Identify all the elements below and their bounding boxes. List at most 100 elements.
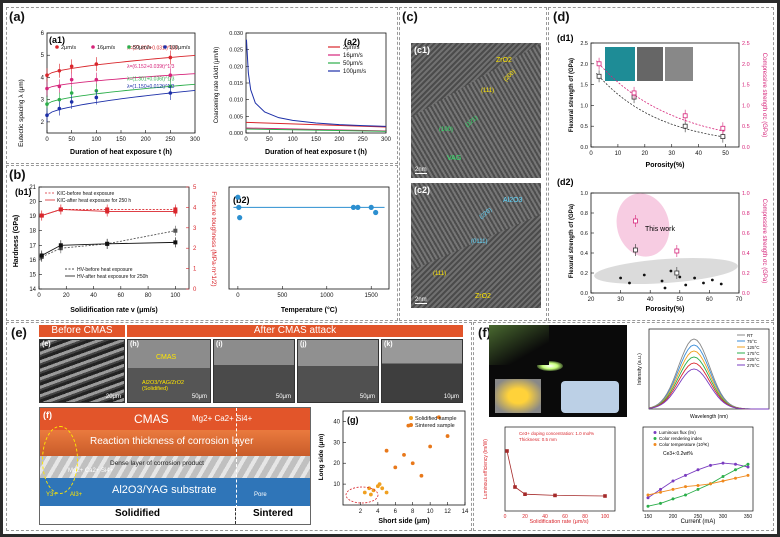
- d1-xtick-label: 10: [615, 151, 622, 157]
- a1-xtick-label: 200: [141, 137, 152, 143]
- f-lum-xtick-label: 0: [504, 514, 507, 520]
- a1-point: [57, 97, 62, 102]
- g-xtick-label: 14: [462, 509, 469, 515]
- a2-xlabel: Duration of heat exposure t (h): [265, 149, 367, 156]
- a2-series-line: [245, 128, 387, 132]
- schematic-highlight-ellipse: [42, 426, 78, 494]
- d2-point: [674, 270, 680, 276]
- b2-xtick-label: 0: [236, 293, 240, 299]
- sem-image-k: (k) 10μm: [381, 339, 463, 403]
- c1-sublabel: (c1): [414, 45, 431, 55]
- f-cur-xtick-label: 150: [644, 514, 653, 520]
- sem-h-cmas: CMAS: [156, 354, 177, 361]
- d1-ytick-right-label: 0.0: [742, 145, 750, 151]
- a1-xtick-label: 0: [45, 137, 49, 143]
- f-cur-point: [746, 465, 750, 469]
- sem-image-j: (j) 50μm: [297, 339, 379, 403]
- a1-ylabel: Eutectic spacing λ (μm): [18, 79, 25, 147]
- d1-fit-line: [596, 60, 726, 132]
- g-point: [368, 492, 373, 497]
- a1-xlabel: Duration of heat exposure t (h): [70, 149, 172, 156]
- d1-point: [720, 134, 726, 139]
- a2-ytick-label: 0.000: [229, 131, 243, 137]
- d2-ylabel-right: Compressive strength σc (GPa): [761, 199, 767, 283]
- d1-ytick-label: 0.0: [580, 145, 588, 151]
- hrtem-image-c1: (c1) ZrO2 (200) (111) (100) (121) VAG 2n…: [411, 43, 541, 178]
- f-cur-point: [734, 468, 737, 472]
- d1-fit-line: [596, 72, 726, 138]
- a2-ytick-label: 0.010: [229, 98, 243, 104]
- schematic-sintered-text: Sintered: [252, 508, 293, 519]
- b1-legend-label: KIC-after heat exposure for 250 h: [57, 198, 131, 204]
- a2-legend-label: 50μm/s: [343, 61, 363, 67]
- b2-point: [368, 204, 374, 210]
- a2-ytick-label: 0.020: [229, 64, 243, 70]
- schematic-dense-text: Dense layer of corrosion product: [110, 460, 204, 467]
- a2-series-line: [245, 121, 387, 128]
- d2-literature-point: [702, 281, 705, 285]
- chart-b2: (b2) 0 500 1000 1500 Temperature (°C): [228, 186, 390, 314]
- b2-point: [373, 209, 379, 216]
- f-lum-point: [505, 449, 509, 453]
- schematic-cmas-text: CMAS: [134, 412, 169, 426]
- g-highlight: [345, 486, 379, 504]
- a2-xtick-label: 100: [288, 137, 299, 143]
- g-legend-label: Solidified sample: [415, 416, 457, 422]
- g-ytick-label: 40: [333, 419, 340, 425]
- f-cur-point: [646, 493, 650, 497]
- b2-xtick-label: 1000: [320, 293, 334, 299]
- f-lum-point: [513, 485, 517, 489]
- d1-ytick-label: 0.5: [580, 124, 588, 130]
- f-cur-xtick-label: 250: [694, 514, 703, 520]
- a2-xtick-label: 50: [266, 137, 273, 143]
- a2-legend-label: 100μm/s: [343, 69, 366, 75]
- d2-xtick-label: 30: [617, 297, 624, 303]
- c2-sublabel: (c2): [414, 185, 431, 195]
- a1-point: [45, 86, 49, 91]
- chart-a2: (a2) 0 50 100 150 200 250 300 0.000 0.005 0.010 0.…: [214, 31, 392, 156]
- f-cur-point: [696, 483, 700, 487]
- d2-ytick-label: 0.8: [580, 211, 588, 217]
- a1-point: [57, 106, 62, 111]
- panel-b-label: (b): [9, 167, 26, 182]
- a1-legend-label: 100μm/s: [169, 45, 190, 51]
- f-cur-point: [684, 473, 687, 477]
- b1-point: [39, 253, 44, 258]
- d2-literature-point: [669, 269, 673, 273]
- led-schematic-photo: [561, 381, 619, 413]
- f-spectrum-legend-label: 175°C: [747, 351, 760, 356]
- a1-point: [57, 68, 62, 73]
- c1-scale: 2nm: [415, 167, 427, 174]
- f-spectrum-xlabel: Wavelength (nm): [690, 414, 728, 420]
- b1-point: [58, 207, 63, 212]
- c1-label-zro2: ZrO2: [496, 57, 512, 64]
- d2-ytick-label: 1.0: [580, 191, 588, 197]
- d2-ytick-right-label: 0.2: [742, 271, 750, 277]
- b1-xtick-label: 40: [90, 293, 97, 299]
- b1-ytick-label: 18: [29, 229, 36, 235]
- d1-ytick-label: 1.5: [580, 83, 588, 89]
- d2-literature-point: [628, 281, 631, 285]
- c2-label-al2o3: Al2O3: [503, 197, 523, 204]
- g-sublabel: (g): [347, 415, 359, 425]
- d1-xtick-label: 20: [641, 151, 648, 157]
- g-ytick-label: 20: [333, 461, 340, 467]
- f-lum-point: [523, 492, 527, 496]
- b1-xtick-label: 0: [37, 293, 41, 299]
- b1-ytick-label: 19: [29, 214, 36, 220]
- d2-xlabel: Porosity(%): [646, 306, 685, 313]
- f-cur-point: [659, 487, 662, 491]
- g-point: [371, 488, 376, 493]
- b1-xtick-label: 20: [63, 293, 70, 299]
- g-point: [384, 490, 389, 495]
- a1-xtick-label: 300: [190, 137, 201, 143]
- a1-point: [45, 102, 49, 106]
- d2-point: [633, 247, 638, 253]
- figure-canvas: (a) (a1) 0 50 100 150 200 250 300 2 3 4 5 6 λ=(27.80…: [3, 3, 777, 534]
- a1-xtick-label: 100: [91, 137, 102, 143]
- d2-ytick-right-label: 0.0: [742, 291, 750, 297]
- a1-legend-marker: [91, 45, 95, 49]
- a1-ytick-label: 6: [41, 31, 45, 37]
- chart-b1: (b1) 0 20 40 60 80 100 14 15 16 17 18 19 20 21 0 1 2 3 4 5 K…: [13, 185, 217, 314]
